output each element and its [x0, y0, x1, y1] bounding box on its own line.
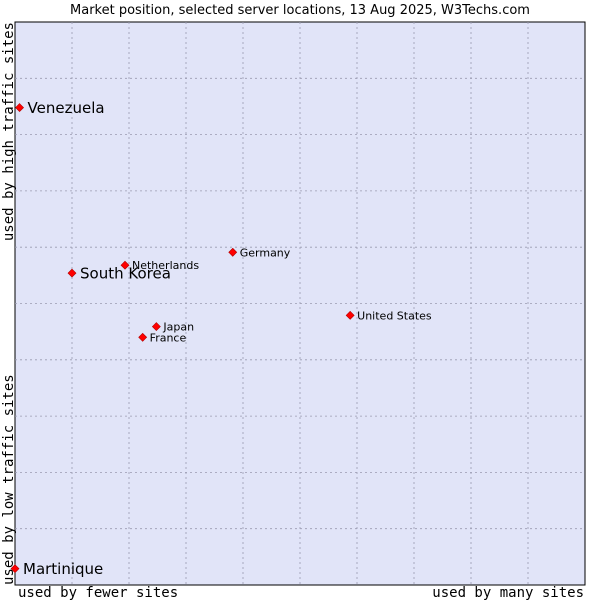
point-label-france: France — [150, 331, 187, 344]
point-marker-netherlands — [120, 260, 130, 270]
point-label-south-korea: South Korea — [80, 265, 171, 283]
grid-lines — [15, 22, 585, 585]
y-axis-high-label: used by high traffic sites — [1, 22, 17, 241]
y-axis-low-label: used by low traffic sites — [1, 374, 17, 585]
x-axis-high-label: used by many sites — [432, 585, 584, 600]
x-axis-low-label: used by fewer sites — [18, 585, 178, 600]
point-marker-venezuela — [15, 103, 24, 113]
point-label-japan: Japan — [162, 321, 194, 334]
point-marker-france — [138, 332, 148, 342]
point-label-venezuela: Venezuela — [28, 99, 105, 117]
point-marker-martinique — [10, 564, 20, 574]
point-marker-south-korea — [67, 268, 77, 278]
point-marker-germany — [228, 247, 238, 257]
point-label-united-states: United States — [357, 309, 432, 322]
point-label-germany: Germany — [240, 246, 291, 259]
point-marker-japan — [151, 322, 161, 332]
point-label-martinique: Martinique — [23, 560, 103, 578]
point-marker-united-states — [345, 310, 355, 320]
point-label-netherlands: Netherlands — [132, 259, 199, 272]
chart-title: Market position, selected server locatio… — [70, 3, 530, 18]
